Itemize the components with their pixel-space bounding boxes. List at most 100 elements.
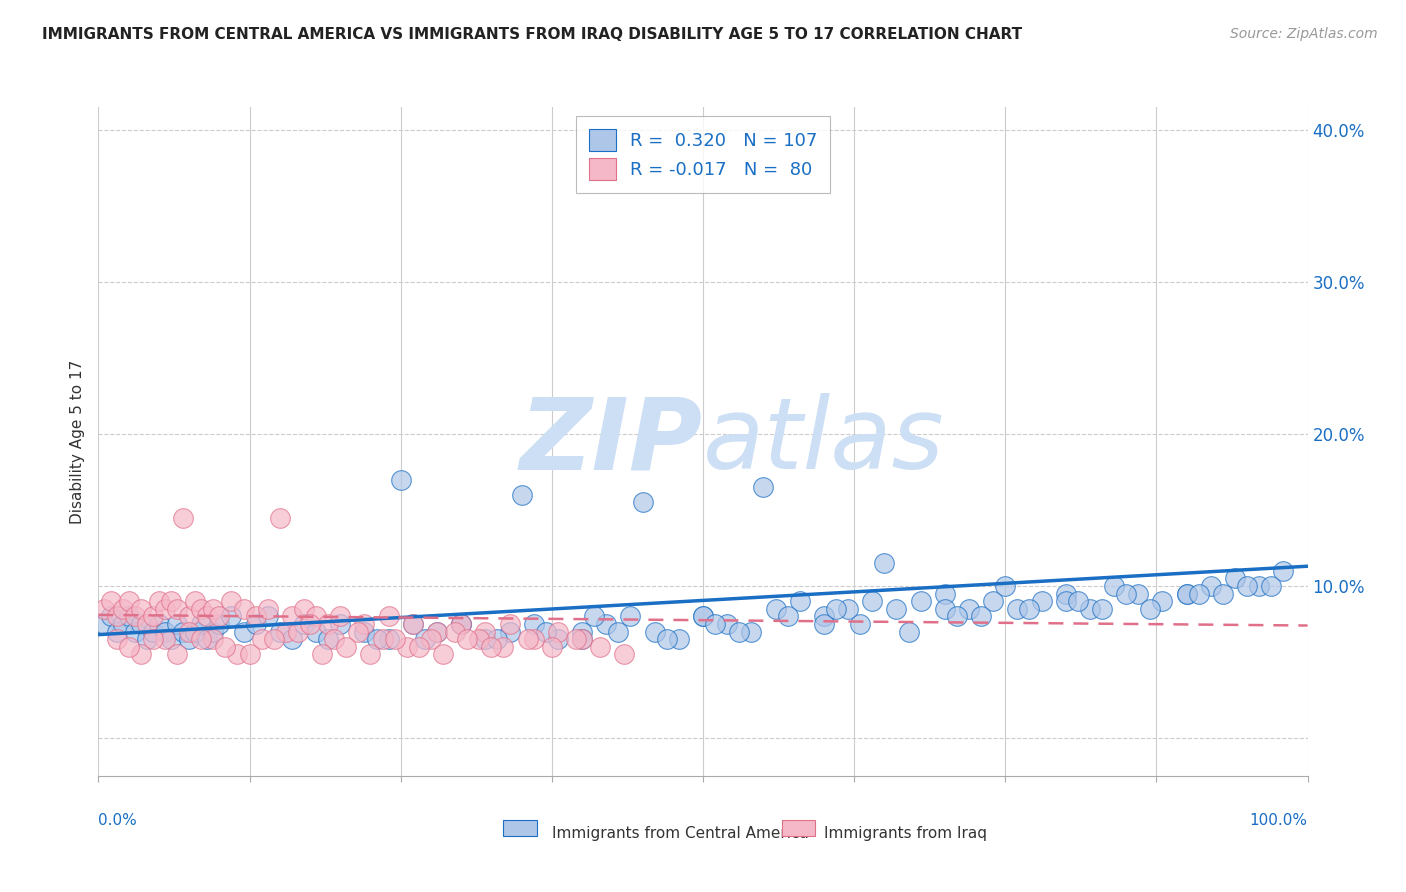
Point (547, 624, 569, 639)
Point (395, 640, 418, 654)
Point (481, 640, 503, 654)
Point (450, 617, 472, 632)
Text: 0.0%: 0.0% (98, 813, 138, 828)
Point (172, 624, 194, 639)
Point (274, 624, 297, 639)
Point (305, 609, 328, 624)
Point (1260, 579, 1282, 593)
Point (105, 609, 128, 624)
Point (323, 632, 346, 647)
Point (426, 624, 449, 639)
Point (886, 601, 908, 615)
Point (1018, 601, 1040, 615)
Point (142, 624, 165, 639)
Point (619, 609, 641, 624)
Point (716, 617, 738, 632)
Point (256, 601, 278, 615)
Point (1212, 586, 1234, 600)
Point (221, 594, 243, 608)
Point (456, 632, 478, 647)
Point (837, 601, 859, 615)
Point (813, 617, 835, 632)
Point (353, 624, 375, 639)
Point (179, 624, 201, 639)
Point (957, 601, 980, 615)
Point (245, 609, 267, 624)
Point (93, 601, 115, 615)
Point (184, 594, 207, 608)
Y-axis label: Disability Age 5 to 17: Disability Age 5 to 17 (69, 359, 84, 524)
Point (118, 594, 141, 608)
Point (1272, 564, 1295, 578)
Point (565, 632, 588, 647)
Point (335, 640, 357, 654)
Point (692, 609, 714, 624)
Point (269, 624, 291, 639)
Point (111, 617, 134, 632)
Point (232, 624, 254, 639)
Point (172, 510, 194, 524)
Point (190, 601, 212, 615)
Point (934, 586, 956, 600)
Point (752, 480, 775, 494)
Text: Immigrants from Central America: Immigrants from Central America (551, 826, 808, 841)
Point (190, 617, 212, 632)
Point (135, 632, 157, 647)
Point (221, 609, 243, 624)
Point (789, 594, 811, 608)
Point (135, 617, 157, 632)
Point (153, 632, 176, 647)
Point (583, 609, 606, 624)
Point (510, 488, 533, 502)
Point (153, 624, 176, 639)
Point (444, 624, 467, 639)
Point (360, 648, 382, 662)
Point (190, 632, 212, 647)
Point (377, 609, 399, 624)
Point (202, 632, 225, 647)
Point (118, 609, 141, 624)
Point (208, 609, 231, 624)
Point (366, 632, 388, 647)
Text: 100.0%: 100.0% (1250, 813, 1308, 828)
Point (946, 609, 969, 624)
Point (166, 617, 188, 632)
Point (353, 617, 375, 632)
Point (250, 632, 273, 647)
Point (1091, 601, 1114, 615)
Text: IMMIGRANTS FROM CENTRAL AMERICA VS IMMIGRANTS FROM IRAQ DISABILITY AGE 5 TO 17 C: IMMIGRANTS FROM CENTRAL AMERICA VS IMMIG… (42, 27, 1022, 42)
Point (129, 601, 152, 615)
Point (160, 632, 183, 647)
Point (981, 594, 1004, 608)
Point (1054, 586, 1077, 600)
Point (1102, 579, 1125, 593)
Point (655, 632, 678, 647)
Point (776, 609, 799, 624)
Legend: R =  0.320   N = 107, R = -0.017   N =  80: R = 0.320 N = 107, R = -0.017 N = 80 (576, 116, 830, 193)
Text: ZIP: ZIP (520, 393, 703, 490)
Point (450, 617, 472, 632)
Point (498, 617, 520, 632)
Point (1199, 579, 1222, 593)
Point (232, 601, 254, 615)
Point (571, 632, 593, 647)
Point (299, 617, 322, 632)
Point (184, 624, 207, 639)
Point (1236, 579, 1258, 593)
Point (377, 632, 399, 647)
Point (329, 617, 352, 632)
Point (402, 617, 425, 632)
Point (153, 601, 176, 615)
Point (468, 632, 491, 647)
Point (1152, 594, 1174, 608)
Point (195, 632, 218, 647)
Point (644, 624, 666, 639)
Point (329, 609, 352, 624)
Point (142, 609, 165, 624)
Point (516, 632, 538, 647)
Point (692, 609, 714, 624)
Point (825, 601, 848, 615)
Point (450, 617, 472, 632)
Point (105, 632, 128, 647)
Point (281, 609, 304, 624)
